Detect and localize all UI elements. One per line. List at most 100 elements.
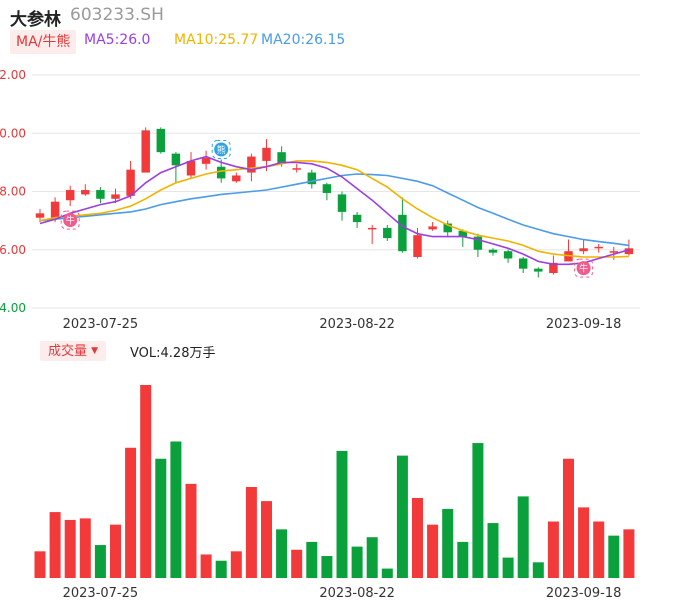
candle-body [247, 156, 256, 173]
candle-body [337, 194, 347, 212]
bull-marker-frame [60, 210, 80, 230]
volume-bar [412, 497, 423, 578]
volume-bar [79, 518, 91, 578]
volume-bar [49, 512, 61, 578]
bull-marker-label: 牛 [579, 263, 588, 275]
candle-body [50, 201, 60, 220]
volume-bar [351, 546, 363, 578]
candle-body [458, 230, 468, 237]
x-tick-label: 2023-08-22 [319, 317, 395, 332]
volume-bar [547, 521, 559, 578]
volume-bar [245, 486, 257, 578]
volume-x-tick-label: 2023-07-25 [63, 586, 139, 601]
x-tick-label: 2023-09-18 [546, 317, 622, 332]
candle-body [201, 158, 211, 164]
candle-body [413, 235, 422, 258]
volume-bar [94, 545, 106, 578]
volume-indicator-selector[interactable]: 成交量 ▼ [40, 341, 107, 361]
stock-name: 大参林 [10, 10, 61, 30]
candle-body [322, 184, 332, 193]
y-tick-label: 32.00 [0, 68, 26, 82]
volume-bar [155, 458, 167, 578]
candle-body [307, 172, 317, 185]
ma10-value: MA10:25.77 [174, 32, 259, 48]
volume-bar [487, 523, 499, 578]
bull-marker-frame [574, 258, 594, 278]
volume-bar [472, 443, 484, 578]
volume-bar [110, 524, 121, 578]
volume-tag-label: 成交量 [48, 344, 88, 359]
volume-bar [442, 508, 454, 578]
candle-body [503, 251, 513, 259]
candle-body [624, 248, 634, 255]
ma20-line [39, 173, 630, 247]
candle-body [156, 128, 166, 153]
candle-body [352, 214, 362, 223]
candle-body [171, 153, 181, 166]
candle-body [186, 160, 196, 176]
volume-bar [366, 537, 378, 578]
volume-bar [170, 441, 182, 578]
volume-x-tick-label: 2023-08-22 [319, 586, 395, 601]
volume-bar [34, 551, 46, 578]
x-tick-label: 2023-07-25 [63, 317, 139, 332]
ma5-value: MA5:26.0 [84, 32, 151, 48]
volume-bar [623, 529, 635, 578]
candle-body [65, 190, 75, 201]
candle-body [398, 214, 407, 252]
volume-bar [200, 554, 212, 578]
volume-bar [336, 450, 348, 578]
volume-bar [593, 521, 605, 578]
volume-bar [578, 507, 590, 578]
volume-bar [185, 483, 197, 578]
volume-bar [517, 496, 529, 578]
volume-bar [381, 568, 393, 578]
y-tick-label: 26.00 [0, 243, 26, 257]
candle-body [549, 262, 558, 274]
bull-marker [576, 261, 591, 276]
candle-body [35, 213, 45, 218]
triangle-down-icon: ▼ [91, 346, 99, 356]
candle-body [292, 168, 301, 170]
candle-body [232, 175, 241, 182]
bear-marker-label: 熊 [217, 144, 226, 156]
bear-marker [214, 142, 229, 157]
volume-bar [502, 557, 514, 578]
volume-bar [291, 549, 303, 578]
candle-body [262, 147, 271, 161]
ma20-value: MA20:26.15 [261, 32, 346, 48]
candle-body [534, 268, 543, 272]
volume-bar [321, 556, 333, 578]
volume-bar [276, 529, 288, 578]
volume-bar [230, 551, 242, 578]
ma10-line [39, 160, 629, 258]
candle-body [111, 194, 120, 199]
volume-bar [215, 560, 227, 578]
bull-marker-label: 牛 [66, 215, 75, 227]
volume-bar [427, 524, 439, 578]
candle-body [126, 169, 135, 196]
volume-bar [64, 519, 76, 578]
volume-bar [457, 541, 469, 578]
candle-body [428, 226, 437, 230]
volume-bar [563, 458, 574, 578]
bear-marker-frame [211, 139, 231, 159]
candle-body [594, 246, 603, 249]
candle-body [443, 223, 452, 233]
candle-body [579, 248, 588, 252]
ma-indicator-selector[interactable]: MA/牛熊 [10, 30, 77, 54]
ma5-line [39, 155, 630, 266]
candle-body [518, 258, 528, 269]
candle-body [81, 190, 90, 195]
bull-marker [63, 213, 78, 228]
y-tick-label: 28.00 [0, 185, 26, 199]
candle-body [277, 152, 286, 164]
candle-body [488, 249, 498, 253]
volume-bar [125, 447, 137, 578]
volume-value: VOL:4.28万手 [130, 346, 216, 361]
volume-x-tick-label: 2023-09-18 [546, 586, 622, 601]
volume-bar [396, 455, 408, 578]
candle-body [141, 130, 150, 173]
candle-body [609, 251, 619, 253]
